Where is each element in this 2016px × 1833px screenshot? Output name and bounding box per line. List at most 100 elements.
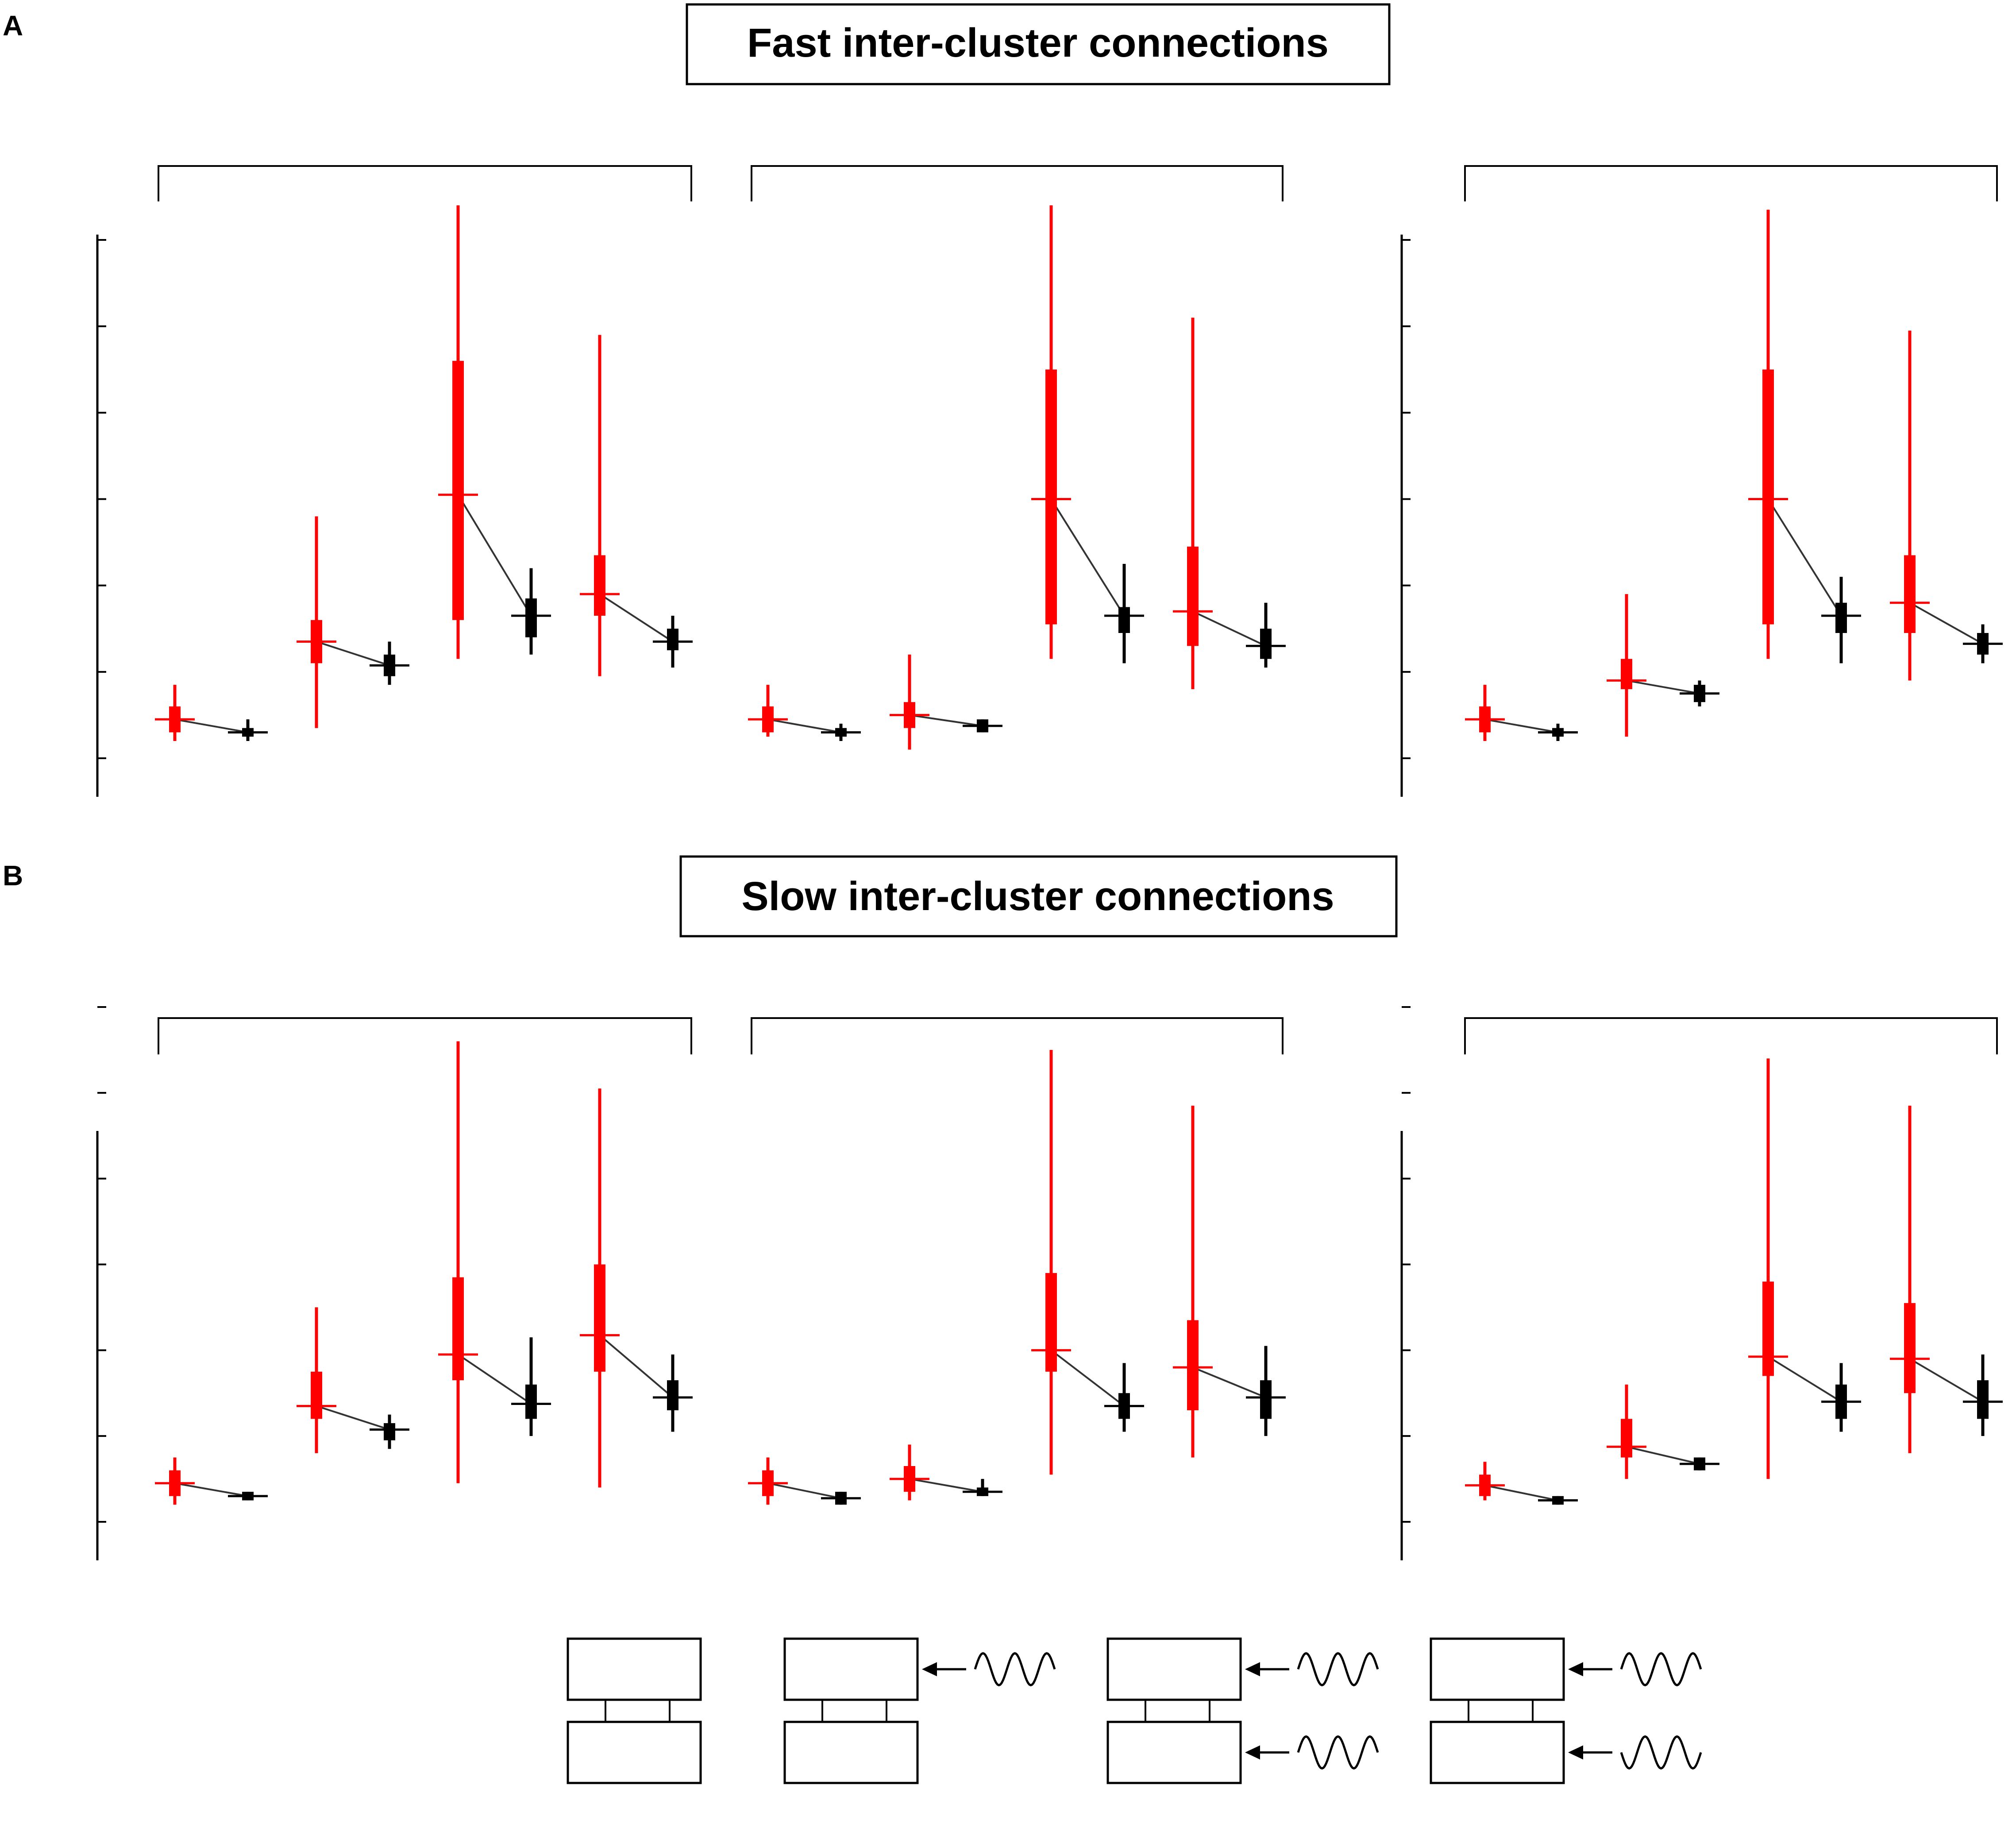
cluster1-box (1430, 1637, 1565, 1701)
excitatory-box (1045, 369, 1057, 625)
stimulus-arrow-head (922, 1662, 937, 1676)
median-connector (174, 1482, 248, 1497)
stimulus-sine-wave (974, 1652, 1056, 1686)
cluster2-box (783, 1721, 919, 1784)
median-connector (909, 714, 983, 727)
chart-group-1 (155, 165, 693, 741)
group-bracket (1464, 165, 1998, 201)
median-connector (599, 1334, 674, 1398)
inhibitory-box (1835, 602, 1847, 633)
median-connector (316, 641, 390, 667)
schematic-diagram-sync (1106, 1637, 1379, 1784)
panel-b: B Slow inter-cluster connections (3, 855, 1398, 938)
y-axis (96, 1006, 106, 1560)
inhibitory-box (384, 1423, 395, 1440)
schematic-diagram-1clust (783, 1637, 1056, 1784)
excitatory-box (1621, 1419, 1632, 1458)
chart-group-2 (748, 165, 1286, 750)
excitatory-box (1762, 1281, 1774, 1376)
chart-group-3 (1464, 1017, 2003, 1505)
inhibitory-box (667, 1380, 678, 1411)
stimulus-arrow-head (1245, 1662, 1260, 1676)
group-bracket (1464, 1017, 1998, 1054)
inhibitory-box (525, 1384, 537, 1419)
excitatory-box (1762, 369, 1774, 625)
cluster1-box (783, 1637, 919, 1701)
median-connector (1192, 610, 1266, 647)
median-connector (599, 593, 674, 643)
panel-a: A Fast inter-cluster connections (3, 3, 1391, 85)
excitatory-box (452, 361, 464, 620)
excitatory-box (594, 555, 605, 616)
stimulus-arrow-head (1568, 1745, 1583, 1760)
median-connector (1050, 498, 1125, 617)
median-connector (767, 1482, 841, 1499)
panel-a-letter: A (3, 10, 23, 42)
group-bracket (751, 165, 1284, 201)
excitatory-box (1187, 546, 1199, 646)
charts-layer (96, 165, 2003, 1560)
median-connector (1909, 1358, 1984, 1403)
median-connector (457, 1354, 532, 1405)
schematic-diagram-none (567, 1637, 702, 1784)
y-axis (96, 235, 106, 797)
excitatory-box (1621, 659, 1632, 689)
group-bracket (158, 165, 692, 201)
panel_a-charts (96, 165, 2003, 797)
excitatory-box (594, 1264, 605, 1372)
stimulus-sine-wave (1620, 1652, 1702, 1686)
stimulus-sine-wave (1297, 1652, 1379, 1686)
stimulus-arrow-head (1568, 1662, 1583, 1676)
cluster2-box (567, 1721, 702, 1784)
group-bracket (158, 1017, 692, 1054)
panel-a-title: Fast inter-cluster connections (747, 20, 1329, 66)
panel-b-title: Slow inter-cluster connections (741, 874, 1334, 919)
median-connector (1626, 679, 1700, 695)
group-bracket (751, 1017, 1284, 1054)
excitatory-box (1187, 1320, 1199, 1411)
inhibitory-box (667, 629, 678, 651)
chart-group-3 (1464, 165, 2003, 741)
stimulus-sine-wave (1620, 1735, 1702, 1770)
median-connector (1192, 1366, 1266, 1398)
median-connector (1767, 498, 1842, 617)
cluster1-box (567, 1637, 702, 1701)
median-connector (174, 718, 248, 733)
chart-group-1 (155, 1017, 693, 1505)
median-connector (1050, 1349, 1125, 1407)
panel_b-charts (96, 1006, 2003, 1560)
stimulus-arrow-head (1245, 1745, 1260, 1760)
excitatory-box (311, 1371, 322, 1419)
panel-b-letter: B (3, 860, 23, 891)
cluster2-box (1106, 1721, 1242, 1784)
schematic-diagram-anti (1430, 1637, 1702, 1784)
excitatory-box (1904, 1303, 1916, 1393)
median-connector (1909, 602, 1983, 645)
excitatory-box (1045, 1273, 1057, 1372)
y-axis (1400, 1006, 1411, 1560)
stimulus-sine-wave (1297, 1735, 1379, 1770)
panel-a-title-box (686, 3, 1391, 85)
y-axis (1400, 235, 1411, 797)
inhibitory-box (525, 598, 537, 637)
median-connector (457, 494, 532, 617)
inhibitory-box (1977, 1380, 1989, 1419)
cluster2-box (1430, 1721, 1565, 1784)
median-connector (767, 718, 841, 733)
inhibitory-box (1118, 607, 1130, 633)
excitatory-box (452, 1277, 464, 1381)
median-connector (1484, 718, 1558, 733)
median-connector (909, 1478, 983, 1493)
panel-b-title-box (679, 855, 1398, 938)
median-connector (1767, 1356, 1842, 1403)
median-connector (316, 1405, 390, 1431)
inhibitory-box (1260, 629, 1272, 659)
median-connector (1626, 1446, 1700, 1465)
chart-group-2 (748, 1017, 1286, 1505)
excitatory-box (1904, 555, 1916, 633)
schematic (567, 1637, 1702, 1784)
median-connector (1484, 1484, 1558, 1501)
inhibitory-box (1260, 1380, 1272, 1419)
cluster1-box (1106, 1637, 1242, 1701)
